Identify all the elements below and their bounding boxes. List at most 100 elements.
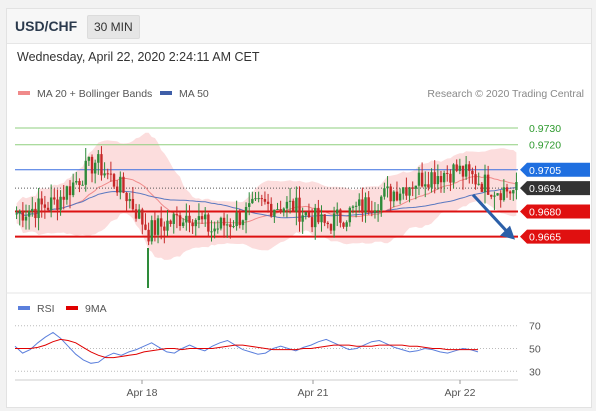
candle: [203, 207, 207, 227]
candle-body: [276, 209, 279, 211]
candle: [56, 189, 59, 221]
candle: [420, 162, 424, 188]
candle: [295, 186, 298, 226]
candle-body: [122, 176, 125, 193]
candle: [398, 188, 402, 205]
candle-body: [229, 224, 232, 228]
rsi-tick-50: 50: [529, 344, 541, 356]
x-tick-label-apr-21: Apr 21: [298, 387, 329, 399]
candle-body: [46, 207, 50, 210]
candle: [430, 168, 433, 193]
candle: [115, 180, 119, 196]
candle: [339, 208, 342, 228]
candle-body: [405, 187, 408, 196]
candle: [414, 185, 418, 200]
candle-body: [119, 176, 122, 193]
candle-body: [458, 165, 462, 171]
candle-body: [71, 182, 75, 196]
candle-body: [270, 203, 273, 217]
forecast-arrow-head: [500, 225, 515, 240]
candle-body: [464, 164, 468, 177]
candle: [468, 161, 471, 184]
candle: [197, 203, 201, 229]
candle-body: [106, 173, 109, 175]
candle-body: [389, 186, 392, 202]
candle-body: [248, 203, 251, 207]
candle-body: [159, 218, 163, 227]
candle: [21, 202, 25, 228]
candle-body: [254, 198, 257, 200]
candle: [232, 220, 235, 229]
rsi-tick-30: 30: [529, 366, 541, 378]
candle: [185, 203, 188, 231]
candle: [194, 218, 197, 236]
candle: [137, 204, 141, 220]
rsi-legend-label: RSI: [37, 303, 55, 315]
candle-body: [304, 211, 307, 216]
bollinger-band-fill: [16, 132, 517, 260]
candle-body: [424, 184, 427, 187]
candle: [163, 221, 166, 244]
candle: [68, 180, 72, 209]
candle: [496, 193, 499, 196]
candle: [175, 206, 179, 229]
level-label-0.9665: 0.9665: [529, 232, 561, 244]
candle-body: [235, 212, 238, 227]
candle: [172, 212, 175, 234]
candle-body: [100, 154, 103, 176]
candle-body: [354, 205, 358, 207]
candle: [131, 186, 135, 211]
x-axis: Apr 18 Apr 21 Apr 22: [15, 379, 518, 399]
candle: [499, 190, 502, 208]
candle: [181, 218, 185, 229]
candle-body: [216, 228, 219, 230]
candle-body: [351, 206, 355, 208]
candle: [392, 190, 396, 208]
candle-body: [134, 209, 138, 219]
candle-body: [348, 207, 352, 223]
rsi-ma-legend-label: 9MA: [85, 303, 107, 315]
candle: [304, 211, 307, 220]
candle-body: [386, 186, 389, 189]
candle: [97, 150, 100, 175]
candle: [65, 185, 69, 205]
candle: [84, 147, 87, 192]
candle-body: [402, 187, 405, 194]
ma20-legend-label: MA 20 + Bollinger Bands: [37, 88, 152, 100]
candle: [134, 203, 138, 222]
candle: [351, 205, 355, 214]
candle: [446, 165, 449, 182]
candle: [49, 184, 53, 218]
candle: [515, 172, 518, 200]
candle-body: [213, 228, 216, 232]
candle: [307, 203, 311, 218]
candle-body: [109, 173, 113, 175]
candle: [424, 171, 427, 198]
candle: [386, 176, 389, 198]
timeframe-badge[interactable]: 30 MIN: [87, 15, 140, 39]
candle-body: [493, 195, 496, 197]
candle-body: [93, 162, 97, 174]
candle-body: [31, 208, 34, 212]
candle: [301, 207, 304, 234]
chart-legend: MA 20 + Bollinger Bands MA 50 Research ©…: [18, 88, 584, 100]
candle-body: [62, 196, 65, 200]
candle-body: [301, 215, 304, 222]
candle: [251, 191, 254, 204]
level-label-0.9705: 0.9705: [529, 165, 561, 177]
candle: [213, 221, 216, 239]
candle: [46, 201, 50, 211]
candle: [81, 180, 84, 186]
rsi-legend: RSI 9MA: [18, 303, 107, 315]
candle: [402, 187, 405, 200]
candle: [273, 209, 276, 223]
rsi-plot: 70 50 30: [14, 321, 541, 378]
candle: [106, 168, 109, 180]
candle-body: [24, 216, 28, 221]
candle-body: [219, 217, 223, 229]
candle: [122, 172, 125, 194]
candle: [37, 187, 40, 231]
candle-body: [59, 196, 62, 210]
candle-body: [452, 164, 455, 183]
